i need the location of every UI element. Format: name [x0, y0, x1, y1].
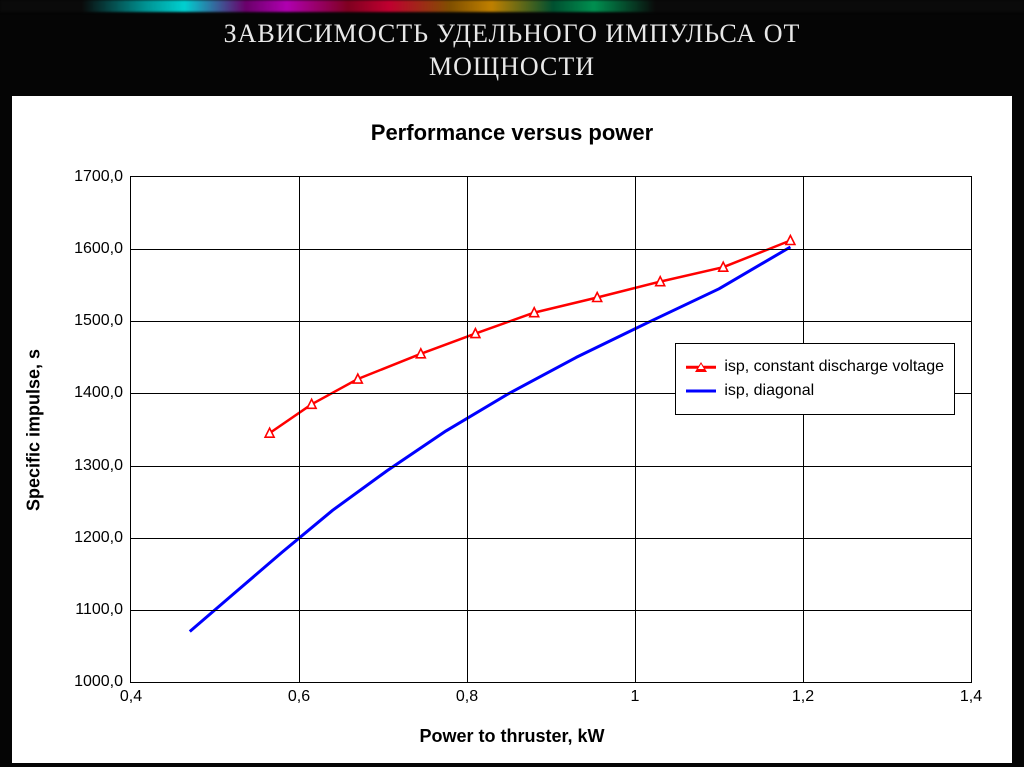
gridline-vertical: [467, 177, 468, 682]
legend: isp, constant discharge voltage isp, diag…: [675, 343, 955, 415]
x-tick-label: 1: [631, 688, 640, 706]
y-tick-label: 1400,0: [74, 384, 123, 402]
plot-svg: [131, 177, 971, 682]
legend-item: isp, diagonal: [686, 382, 944, 400]
legend-swatch: [686, 384, 716, 398]
series-marker: [786, 236, 795, 245]
slide-root: ЗАВИСИМОСТЬ УДЕЛЬНОГО ИМПУЛЬСА ОТ МОЩНОС…: [0, 0, 1024, 767]
x-tick-label: 0,4: [120, 688, 142, 706]
legend-label: isp, diagonal: [724, 382, 814, 400]
legend-label: isp, constant discharge voltage: [724, 358, 944, 376]
x-axis-label: Power to thruster, kW: [12, 726, 1012, 747]
plot-area: 1000,01100,01200,01300,01400,01500,01600…: [130, 176, 972, 683]
legend-marker-icon: [695, 362, 707, 372]
y-tick-label: 1200,0: [74, 529, 123, 547]
gridline-horizontal: [131, 538, 971, 539]
chart-title: Performance versus power: [12, 120, 1012, 146]
y-tick-label: 1000,0: [74, 673, 123, 691]
y-tick-label: 1500,0: [74, 312, 123, 330]
x-tick-label: 0,8: [456, 688, 478, 706]
gridline-horizontal: [131, 249, 971, 250]
x-tick-label: 0,6: [288, 688, 310, 706]
gridline-horizontal: [131, 610, 971, 611]
decorative-stripe: [0, 0, 1024, 12]
gridline-vertical: [635, 177, 636, 682]
slide-title-line2: МОЩНОСТИ: [429, 52, 595, 81]
y-tick-label: 1100,0: [75, 601, 123, 619]
y-tick-label: 1700,0: [74, 168, 123, 186]
gridline-vertical: [299, 177, 300, 682]
legend-swatch: [686, 360, 716, 374]
gridline-horizontal: [131, 466, 971, 467]
gridline-vertical: [803, 177, 804, 682]
series-line: [190, 247, 791, 632]
y-tick-label: 1600,0: [74, 240, 123, 258]
y-axis-label: Specific impulse, s: [24, 348, 45, 510]
x-tick-label: 1,4: [960, 688, 982, 706]
x-tick-label: 1,2: [792, 688, 814, 706]
gridline-horizontal: [131, 321, 971, 322]
slide-title-line1: ЗАВИСИМОСТЬ УДЕЛЬНОГО ИМПУЛЬСА ОТ: [224, 19, 801, 48]
slide-title: ЗАВИСИМОСТЬ УДЕЛЬНОГО ИМПУЛЬСА ОТ МОЩНОС…: [0, 18, 1024, 83]
y-tick-label: 1300,0: [74, 457, 123, 475]
chart-panel: Performance versus power Specific impuls…: [12, 96, 1012, 763]
legend-item: isp, constant discharge voltage: [686, 358, 944, 376]
